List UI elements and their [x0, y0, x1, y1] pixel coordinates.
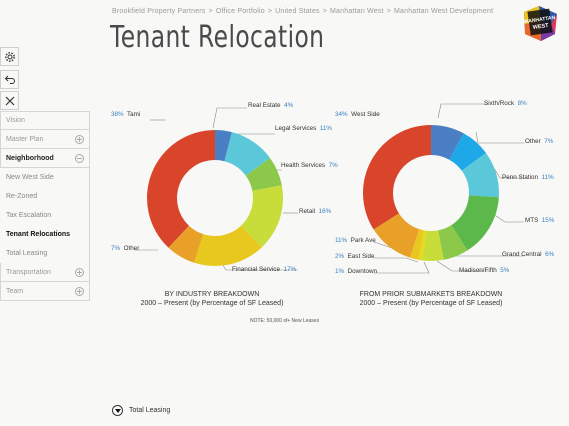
- expand-plus-icon[interactable]: [75, 134, 84, 144]
- submenu-item-total-leasing[interactable]: Total Leasing: [0, 244, 90, 263]
- total-leasing-link[interactable]: Total Leasing: [112, 405, 170, 416]
- donut-slice-east-side[interactable]: [409, 229, 424, 260]
- expand-plus-icon[interactable]: [75, 267, 84, 277]
- donut-slice-penn-station[interactable]: [461, 153, 499, 198]
- back-button[interactable]: [0, 70, 19, 89]
- submarket-donut-chart: [363, 125, 499, 261]
- donut-slice-west-side[interactable]: [363, 125, 431, 230]
- slice-label-grand-central: Grand Central 6%: [502, 251, 555, 258]
- breadcrumb-separator: >: [208, 8, 213, 15]
- slice-label-retail: Retail 16%: [299, 208, 332, 215]
- chart-caption-submarket: FROM PRIOR SUBMARKETS BREAKDOWN 2000 – P…: [331, 290, 531, 308]
- slice-label-financial-service: Financial Service 17%: [232, 266, 297, 273]
- submenu-item-tax-escalation[interactable]: Tax Escalation: [0, 206, 90, 225]
- donut-slice-financial-service[interactable]: [193, 225, 262, 266]
- expand-plus-icon[interactable]: [75, 286, 84, 296]
- slice-label-west-side: 34% West Side: [335, 111, 380, 118]
- close-icon: [5, 96, 14, 105]
- donut-slice-grand-central[interactable]: [438, 225, 468, 260]
- donut-slice-health-services[interactable]: [245, 158, 282, 191]
- sidebar-menu: Vision Master Plan Neighborhood New West Si…: [0, 111, 90, 301]
- close-button[interactable]: [0, 91, 19, 110]
- donut-slice-other[interactable]: [449, 133, 487, 171]
- back-arrow-icon: [4, 75, 15, 84]
- slice-label-park-ave: 11% Park Ave: [335, 237, 376, 244]
- donut-slice-madison-fifth[interactable]: [422, 230, 444, 261]
- donut-slice-mts[interactable]: [451, 195, 499, 251]
- total-leasing-label: Total Leasing: [129, 407, 171, 414]
- slice-label-tami: 38% Tami: [111, 111, 141, 118]
- slice-label-penn-station: Penn Station 11%: [502, 174, 554, 181]
- chart-title-submarket: FROM PRIOR SUBMARKETS BREAKDOWN: [359, 291, 503, 298]
- svg-text:MANHATTAN: MANHATTAN: [524, 15, 556, 25]
- slice-label-real-estate: Real Estate 4%: [248, 102, 294, 109]
- breadcrumb-separator: >: [267, 8, 273, 15]
- menu-item-vision[interactable]: Vision: [0, 111, 90, 130]
- note-text: NOTE: 50,000 sf+ New Leases: [250, 318, 320, 324]
- down-arrow-icon[interactable]: [112, 405, 123, 416]
- donut-slice-legal-services[interactable]: [224, 132, 271, 176]
- submenu-item-re-zoned[interactable]: Re-Zoned: [0, 187, 90, 206]
- industry-donut-chart: [146, 130, 283, 266]
- chart-caption-industry: BY INDUSTRY BREAKDOWN 2000 – Present (by…: [112, 290, 312, 308]
- donut-slice-tami[interactable]: [146, 130, 215, 248]
- slice-label-other: 7% Other: [111, 245, 140, 252]
- breadcrumb-item[interactable]: Brookfield Property Partners: [112, 8, 206, 15]
- breadcrumb-separator: >: [386, 8, 391, 15]
- page-title: Tenant Relocation: [110, 20, 325, 55]
- slice-label-downtown: 1% Downtown: [335, 268, 378, 275]
- submenu-item-new-west-side[interactable]: New West Side: [0, 168, 90, 187]
- menu-item-neighborhood[interactable]: Neighborhood: [0, 149, 90, 168]
- menu-item-team[interactable]: Team: [0, 282, 90, 301]
- menu-item-label: Vision: [6, 117, 25, 124]
- slice-label-legal-services: Legal Services 11%: [275, 125, 332, 132]
- slice-label-sixth-rock: Sixth/Rock 8%: [484, 100, 527, 107]
- chart-subtitle-industry: 2000 – Present (by Percentage of SF Leas…: [140, 300, 284, 307]
- slice-label-other-submarket: Other 7%: [525, 138, 554, 145]
- menu-item-label: Transportation: [6, 268, 51, 276]
- donut-slice-other[interactable]: [168, 225, 204, 263]
- settings-button[interactable]: [0, 47, 19, 66]
- slice-label-mts: MTS 15%: [525, 217, 555, 224]
- collapse-minus-icon[interactable]: [75, 153, 84, 163]
- breadcrumb-item[interactable]: Manhattan West Development: [393, 8, 494, 15]
- menu-item-master-plan[interactable]: Master Plan: [0, 130, 90, 149]
- donut-slice-real-estate[interactable]: [215, 130, 232, 162]
- menu-item-transportation[interactable]: Transportation: [0, 263, 90, 282]
- donut-slice-park-ave[interactable]: [373, 213, 420, 258]
- breadcrumb-item[interactable]: United States: [275, 8, 320, 15]
- menu-item-label: Team: [6, 287, 24, 295]
- slice-label-health-services: Health Services 7%: [281, 162, 338, 169]
- donut-slice-retail[interactable]: [241, 185, 283, 248]
- brand-logo: MANHATTAN WEST: [524, 6, 557, 41]
- gear-icon: [4, 51, 15, 62]
- svg-text:WEST: WEST: [532, 23, 549, 31]
- breadcrumb-item[interactable]: Manhattan West: [330, 8, 384, 15]
- breadcrumb: Brookfield Property Partners > Office Port…: [112, 8, 493, 15]
- breadcrumb-separator: >: [322, 8, 328, 15]
- chart-subtitle-submarket: 2000 – Present (by Percentage of SF Leas…: [359, 300, 503, 307]
- donut-slice-downtown[interactable]: [418, 230, 427, 261]
- submenu-item-tenant-relocations[interactable]: Tenant Relocations: [0, 225, 90, 244]
- menu-item-label: Neighborhood: [6, 154, 54, 162]
- donut-slice-sixth-rock[interactable]: [431, 125, 464, 160]
- chart-title-industry: BY INDUSTRY BREAKDOWN: [164, 291, 260, 298]
- slice-label-east-side: 2% East Side: [335, 253, 375, 260]
- menu-item-label: Master Plan: [6, 135, 44, 143]
- breadcrumb-item[interactable]: Office Portfolio: [215, 8, 265, 15]
- slice-label-madison-fifth: Madison/Fifth 5%: [459, 267, 510, 274]
